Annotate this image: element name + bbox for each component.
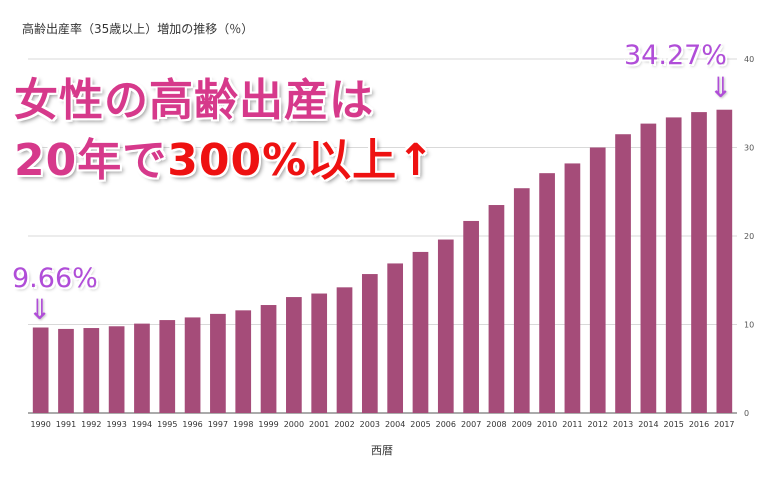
bar-layer bbox=[32, 109, 733, 413]
y-tick-label: 20 bbox=[744, 232, 754, 241]
headline-line-2-emphasis: 300%以上↑ bbox=[167, 135, 436, 186]
bar-2001 bbox=[311, 293, 328, 413]
headline-line-2: 20年で300%以上↑ bbox=[14, 124, 435, 188]
x-tick-label: 2013 bbox=[613, 420, 633, 429]
bar-1996 bbox=[184, 317, 201, 413]
x-tick-label: 1995 bbox=[157, 420, 177, 429]
headline-line-1: 女性の高齢出産は bbox=[14, 75, 374, 126]
bar-2008 bbox=[488, 205, 505, 413]
y-tick-label: 40 bbox=[744, 55, 754, 64]
x-tick-label: 1998 bbox=[233, 420, 253, 429]
y-tick-label: 30 bbox=[744, 144, 754, 153]
x-tick-label: 2006 bbox=[436, 420, 456, 429]
bar-1991 bbox=[58, 328, 74, 413]
x-tick-label: 2002 bbox=[334, 420, 354, 429]
x-tick-label: 2017 bbox=[714, 420, 734, 429]
bar-1995 bbox=[159, 320, 176, 413]
x-tick-label: 2010 bbox=[537, 420, 557, 429]
bar-1992 bbox=[83, 328, 100, 413]
x-tick-label: 2003 bbox=[360, 420, 380, 429]
bar-2009 bbox=[513, 188, 530, 413]
bar-2016 bbox=[691, 112, 707, 413]
x-tick-label: 1999 bbox=[258, 420, 278, 429]
x-tick-label: 1990 bbox=[30, 420, 50, 429]
bar-1997 bbox=[210, 313, 226, 413]
bar-2017 bbox=[716, 109, 733, 413]
bar-2006 bbox=[437, 239, 454, 413]
bar-2011 bbox=[564, 163, 581, 413]
x-tick-label: 1991 bbox=[56, 420, 76, 429]
x-tick-label: 1993 bbox=[106, 420, 126, 429]
bar-1990 bbox=[32, 327, 49, 413]
x-tick-label: 2009 bbox=[512, 420, 532, 429]
y-tick-label: 10 bbox=[744, 321, 754, 330]
x-tick-label: 2012 bbox=[588, 420, 608, 429]
y-tick-label: 0 bbox=[744, 409, 749, 418]
x-tick-label: 1994 bbox=[132, 420, 152, 429]
x-tick-label: 2005 bbox=[410, 420, 430, 429]
bar-2012 bbox=[589, 147, 606, 413]
headline-line-2-prefix: 20年で bbox=[14, 135, 168, 186]
bar-2003 bbox=[361, 274, 378, 413]
x-tick-label: 2001 bbox=[309, 420, 329, 429]
bar-2015 bbox=[665, 117, 682, 413]
x-tick-label: 2016 bbox=[689, 420, 709, 429]
x-tick-label: 2014 bbox=[638, 420, 658, 429]
x-tick-label: 2015 bbox=[664, 420, 684, 429]
x-tick-label: 1996 bbox=[182, 420, 202, 429]
start-value-annotation: 9.66% bbox=[12, 263, 98, 294]
bar-2000 bbox=[286, 297, 302, 413]
x-tick-label: 1992 bbox=[81, 420, 101, 429]
bar-2013 bbox=[615, 134, 631, 413]
x-tick-label: 2008 bbox=[486, 420, 506, 429]
bar-2007 bbox=[463, 220, 479, 413]
chart-title: 高齢出産率（35歳以上）増加の推移（％） bbox=[22, 22, 254, 36]
x-tick-label: 2000 bbox=[284, 420, 304, 429]
start-arrow-icon: ⇓ bbox=[28, 293, 52, 326]
bar-1999 bbox=[260, 305, 277, 413]
x-tick-label: 2007 bbox=[461, 420, 481, 429]
y-tick-layer: 0 10 20 30 40 bbox=[744, 55, 754, 418]
bar-2010 bbox=[539, 173, 555, 413]
end-arrow-icon: ⇓ bbox=[709, 71, 733, 104]
x-tick-layer: 1990 1991 1992 1993 1994 1995 1996 1997 1998 1999… bbox=[30, 420, 734, 429]
bar-2014 bbox=[640, 123, 657, 413]
bar-2005 bbox=[412, 251, 429, 413]
end-value-annotation: 34.27% bbox=[624, 40, 727, 71]
x-tick-label: 2011 bbox=[562, 420, 582, 429]
x-axis-label: 西暦 bbox=[371, 444, 393, 457]
bar-1993 bbox=[108, 326, 125, 413]
bar-1994 bbox=[134, 323, 150, 413]
bar-1998 bbox=[235, 310, 252, 413]
bar-2004 bbox=[387, 263, 404, 413]
bar-2002 bbox=[336, 287, 353, 413]
x-tick-label: 1997 bbox=[208, 420, 228, 429]
x-tick-label: 2004 bbox=[385, 420, 405, 429]
